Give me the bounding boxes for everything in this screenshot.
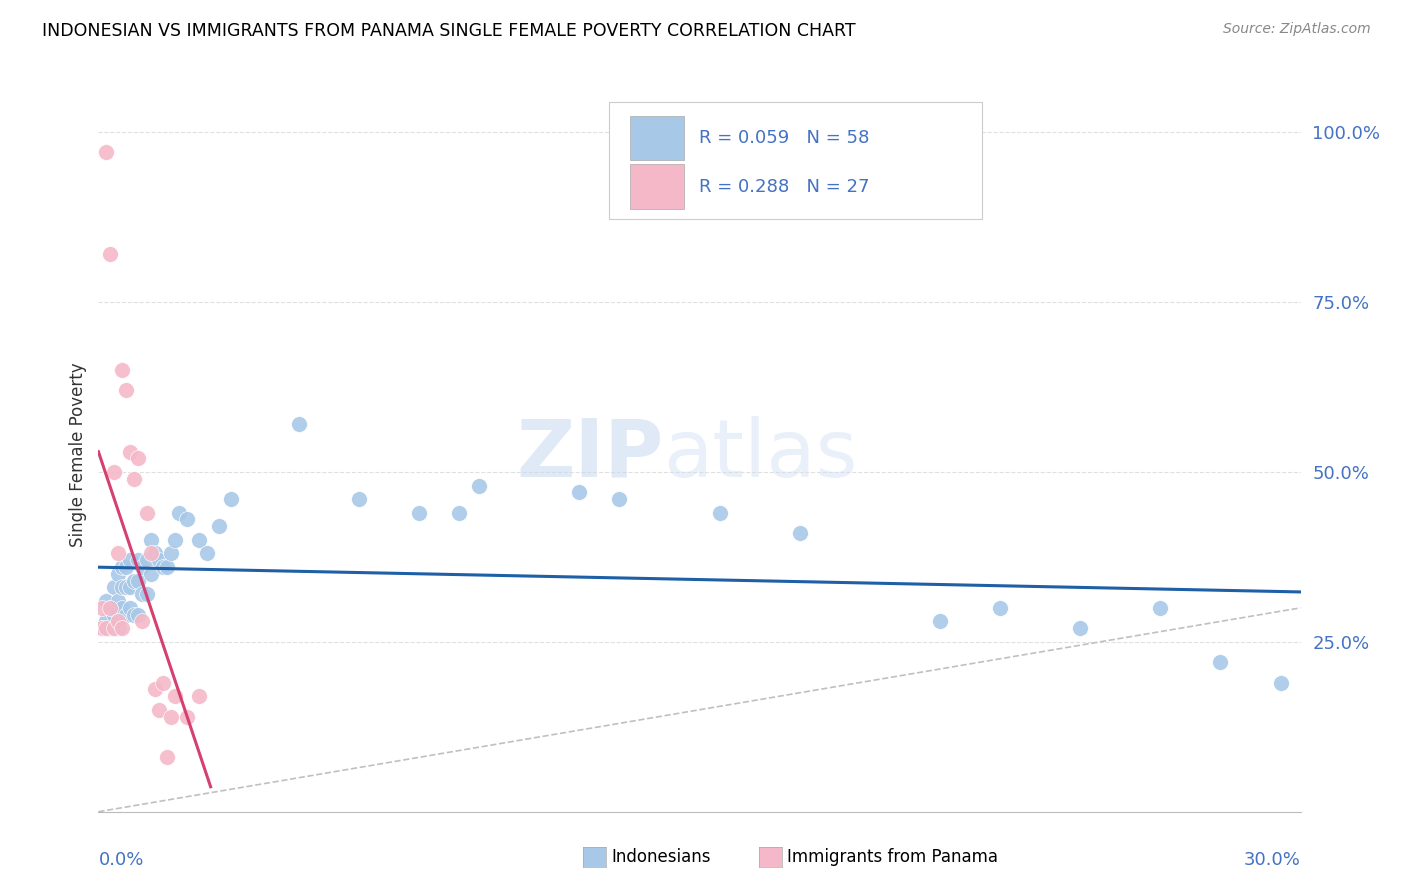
Point xyxy=(408,506,430,520)
Point xyxy=(609,492,631,507)
Text: ZIP: ZIP xyxy=(516,416,664,494)
Point xyxy=(100,600,122,615)
Point xyxy=(176,709,198,723)
Point xyxy=(143,682,166,697)
Point xyxy=(107,615,129,629)
Point xyxy=(1270,675,1292,690)
Point xyxy=(100,247,122,261)
Point xyxy=(120,600,142,615)
Point xyxy=(208,519,231,533)
Point xyxy=(96,145,118,160)
Text: R = 0.059   N = 58: R = 0.059 N = 58 xyxy=(700,129,870,147)
Text: R = 0.288   N = 27: R = 0.288 N = 27 xyxy=(700,178,870,195)
Point xyxy=(139,566,162,581)
Point xyxy=(347,492,370,507)
Point xyxy=(124,472,146,486)
Point xyxy=(148,703,170,717)
Bar xyxy=(630,164,683,209)
Point xyxy=(115,581,138,595)
Point xyxy=(447,506,470,520)
Point xyxy=(107,546,129,560)
Point xyxy=(96,621,118,635)
Point xyxy=(103,621,125,635)
Point xyxy=(163,689,186,703)
Point xyxy=(709,506,731,520)
Point xyxy=(115,560,138,574)
Point xyxy=(568,485,591,500)
Point xyxy=(100,600,122,615)
Point xyxy=(159,546,181,560)
Point xyxy=(128,574,150,588)
Point xyxy=(187,533,209,547)
Point xyxy=(111,621,134,635)
Point xyxy=(107,621,129,635)
Point xyxy=(107,566,129,581)
Point xyxy=(143,546,166,560)
Point xyxy=(135,553,157,567)
Point xyxy=(163,533,186,547)
Point xyxy=(91,621,114,635)
Point xyxy=(111,600,134,615)
Point xyxy=(155,750,177,764)
Point xyxy=(128,451,150,466)
Point xyxy=(135,587,157,601)
Point xyxy=(468,478,491,492)
Point xyxy=(128,607,150,622)
Text: atlas: atlas xyxy=(664,416,858,494)
Point xyxy=(103,607,125,622)
Point xyxy=(219,492,242,507)
Point xyxy=(152,560,174,574)
Point xyxy=(128,553,150,567)
Point xyxy=(789,526,811,541)
Point xyxy=(120,553,142,567)
Point xyxy=(176,512,198,526)
Point xyxy=(96,615,118,629)
Point xyxy=(115,607,138,622)
Point xyxy=(929,615,952,629)
Point xyxy=(103,465,125,479)
Point xyxy=(111,560,134,574)
Text: Indonesians: Indonesians xyxy=(612,848,711,866)
Text: 0.0%: 0.0% xyxy=(98,851,143,869)
Point xyxy=(120,444,142,458)
Point xyxy=(167,506,190,520)
Point xyxy=(120,581,142,595)
Point xyxy=(91,621,114,635)
Text: INDONESIAN VS IMMIGRANTS FROM PANAMA SINGLE FEMALE POVERTY CORRELATION CHART: INDONESIAN VS IMMIGRANTS FROM PANAMA SIN… xyxy=(42,22,856,40)
Point xyxy=(115,384,138,398)
FancyBboxPatch shape xyxy=(609,102,981,219)
Point xyxy=(195,546,218,560)
Point xyxy=(100,621,122,635)
Point xyxy=(124,607,146,622)
Text: 30.0%: 30.0% xyxy=(1244,851,1301,869)
Point xyxy=(91,600,114,615)
Point xyxy=(131,587,153,601)
Point xyxy=(131,615,153,629)
Point xyxy=(103,581,125,595)
Point xyxy=(187,689,209,703)
Point xyxy=(148,553,170,567)
Point xyxy=(288,417,311,432)
Point xyxy=(1149,600,1171,615)
Point xyxy=(1069,621,1091,635)
Point xyxy=(155,560,177,574)
Point xyxy=(152,675,174,690)
Point xyxy=(139,533,162,547)
Point xyxy=(124,574,146,588)
Y-axis label: Single Female Poverty: Single Female Poverty xyxy=(69,363,87,547)
Point xyxy=(988,600,1011,615)
Point xyxy=(96,594,118,608)
Bar xyxy=(630,116,683,161)
Point xyxy=(107,594,129,608)
Point xyxy=(111,581,134,595)
Point xyxy=(135,506,157,520)
Text: Source: ZipAtlas.com: Source: ZipAtlas.com xyxy=(1223,22,1371,37)
Point xyxy=(111,363,134,377)
Text: Immigrants from Panama: Immigrants from Panama xyxy=(787,848,998,866)
Point xyxy=(139,546,162,560)
Point xyxy=(103,600,125,615)
Point xyxy=(1209,655,1232,669)
Point xyxy=(159,709,181,723)
Point xyxy=(131,560,153,574)
